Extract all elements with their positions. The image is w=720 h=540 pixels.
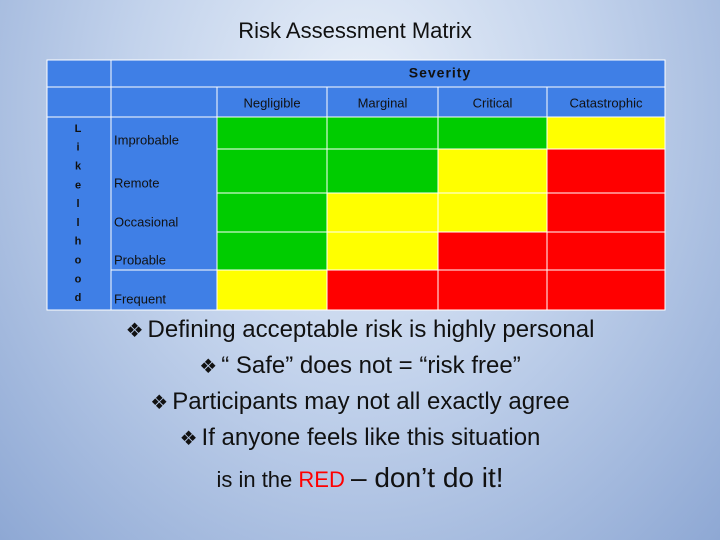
bullet-symbol: ❖ [150,392,169,414]
risk-cell [437,148,548,194]
bullet-symbol: ❖ [125,320,144,342]
risk-cell [216,148,328,194]
row-label: Frequent [114,291,166,306]
closing-text: – don’t do it! [350,462,504,493]
likelihood-letter: d [75,292,82,304]
bullet-line: ❖ “ Safe” does not = “risk free” [0,348,720,384]
severity-label: Severity [409,65,471,81]
column-header: Critical [473,95,513,110]
bullet-text: Defining acceptable risk is highly perso… [147,316,595,343]
bullet-line: ❖ Participants may not all exactly agree [0,384,720,420]
risk-cell [437,231,548,271]
closing-text: RED [298,467,345,492]
bullet-text: If anyone feels like this situation [201,424,541,451]
bullet-text: “ Safe” does not = “risk free” [221,352,521,379]
bullet-line: ❖ If anyone feels like this situation [0,420,720,456]
bullet-continuation: is in the RED – don’t do it! [0,456,720,500]
risk-cell [546,148,666,194]
column-header: Negligible [243,95,300,110]
likelihood-letter: o [75,255,82,267]
risk-cell [546,269,666,311]
column-header: Catastrophic [570,95,643,110]
likelihood-letter: l [76,217,79,229]
row-label: Occasional [114,214,178,229]
closing-text: is in the [216,467,293,492]
bullet-text: Participants may not all exactly agree [172,388,570,415]
risk-cell [546,116,666,150]
risk-cell [216,192,328,233]
bullet-symbol: ❖ [179,428,198,450]
risk-cell [326,269,439,311]
row-label: Improbable [114,132,179,147]
risk-cell [437,269,548,311]
risk-cell [437,116,548,150]
likelihood-letter: h [75,236,82,248]
likelihood-letter: L [75,123,82,135]
risk-cell [216,116,328,150]
risk-cell [326,148,439,194]
risk-cell [326,116,439,150]
slide-title: Risk Assessment Matrix [238,18,472,43]
bullet-line: ❖ Defining acceptable risk is highly pers… [0,312,720,348]
bullet-symbol: ❖ [199,356,218,378]
risk-cell [326,231,439,271]
column-header: Marginal [358,95,408,110]
risk-cell [216,269,328,311]
likelihood-letter: e [75,179,81,191]
risk-cell [326,192,439,233]
risk-cell [437,192,548,233]
row-label: Remote [114,175,160,190]
bullet-list: ❖ Defining acceptable risk is highly pers… [0,312,720,500]
risk-cell [546,192,666,233]
risk-cell [216,231,328,271]
row-label: Probable [114,252,166,267]
likelihood-letter: i [76,142,79,154]
likelihood-letter: o [75,273,82,285]
likelihood-letter: l [76,198,79,210]
risk-cell [546,231,666,271]
likelihood-letter: k [75,161,82,173]
